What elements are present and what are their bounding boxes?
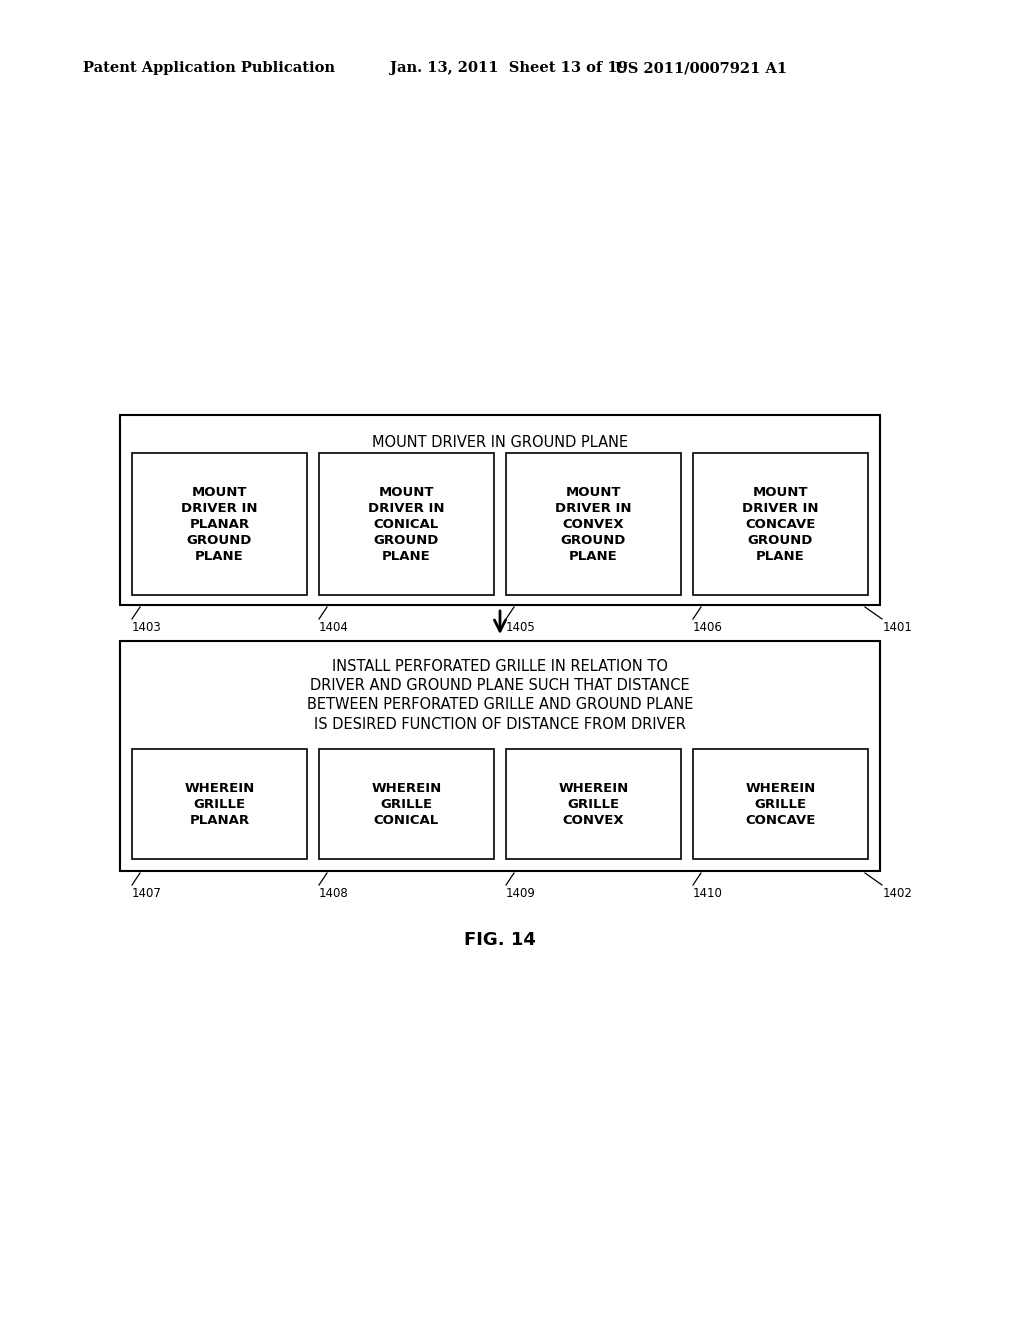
Bar — [132, 748, 307, 859]
Text: 1405: 1405 — [506, 620, 536, 634]
Text: MOUNT
DRIVER IN
PLANAR
GROUND
PLANE: MOUNT DRIVER IN PLANAR GROUND PLANE — [181, 486, 258, 562]
Text: MOUNT
DRIVER IN
CONICAL
GROUND
PLANE: MOUNT DRIVER IN CONICAL GROUND PLANE — [369, 486, 444, 562]
Text: WHEREIN
GRILLE
PLANAR: WHEREIN GRILLE PLANAR — [184, 781, 255, 826]
Text: MOUNT
DRIVER IN
CONCAVE
GROUND
PLANE: MOUNT DRIVER IN CONCAVE GROUND PLANE — [742, 486, 819, 562]
Bar — [319, 748, 494, 859]
Text: WHEREIN
GRILLE
CONVEX: WHEREIN GRILLE CONVEX — [558, 781, 629, 826]
Text: 1408: 1408 — [319, 887, 349, 900]
Text: 1406: 1406 — [693, 620, 723, 634]
Text: 1403: 1403 — [132, 620, 162, 634]
Text: US 2011/0007921 A1: US 2011/0007921 A1 — [615, 61, 787, 75]
Text: 1401: 1401 — [883, 620, 912, 634]
Bar — [693, 453, 868, 595]
Bar — [319, 453, 494, 595]
Bar — [506, 748, 681, 859]
Bar — [120, 642, 880, 871]
Text: 1409: 1409 — [506, 887, 536, 900]
Bar — [120, 414, 880, 605]
Text: Patent Application Publication: Patent Application Publication — [83, 61, 335, 75]
Bar — [693, 748, 868, 859]
Text: WHEREIN
GRILLE
CONCAVE: WHEREIN GRILLE CONCAVE — [745, 781, 816, 826]
Text: INSTALL PERFORATED GRILLE IN RELATION TO
DRIVER AND GROUND PLANE SUCH THAT DISTA: INSTALL PERFORATED GRILLE IN RELATION TO… — [307, 659, 693, 731]
Bar — [132, 453, 307, 595]
Text: 1407: 1407 — [132, 887, 162, 900]
Text: MOUNT
DRIVER IN
CONVEX
GROUND
PLANE: MOUNT DRIVER IN CONVEX GROUND PLANE — [555, 486, 632, 562]
Text: 1410: 1410 — [693, 887, 723, 900]
Text: Jan. 13, 2011  Sheet 13 of 19: Jan. 13, 2011 Sheet 13 of 19 — [390, 61, 628, 75]
Text: MOUNT DRIVER IN GROUND PLANE: MOUNT DRIVER IN GROUND PLANE — [372, 436, 628, 450]
Text: 1402: 1402 — [883, 887, 912, 900]
Bar — [506, 453, 681, 595]
Text: FIG. 14: FIG. 14 — [464, 931, 536, 949]
Text: WHEREIN
GRILLE
CONICAL: WHEREIN GRILLE CONICAL — [372, 781, 441, 826]
Text: 1404: 1404 — [319, 620, 349, 634]
